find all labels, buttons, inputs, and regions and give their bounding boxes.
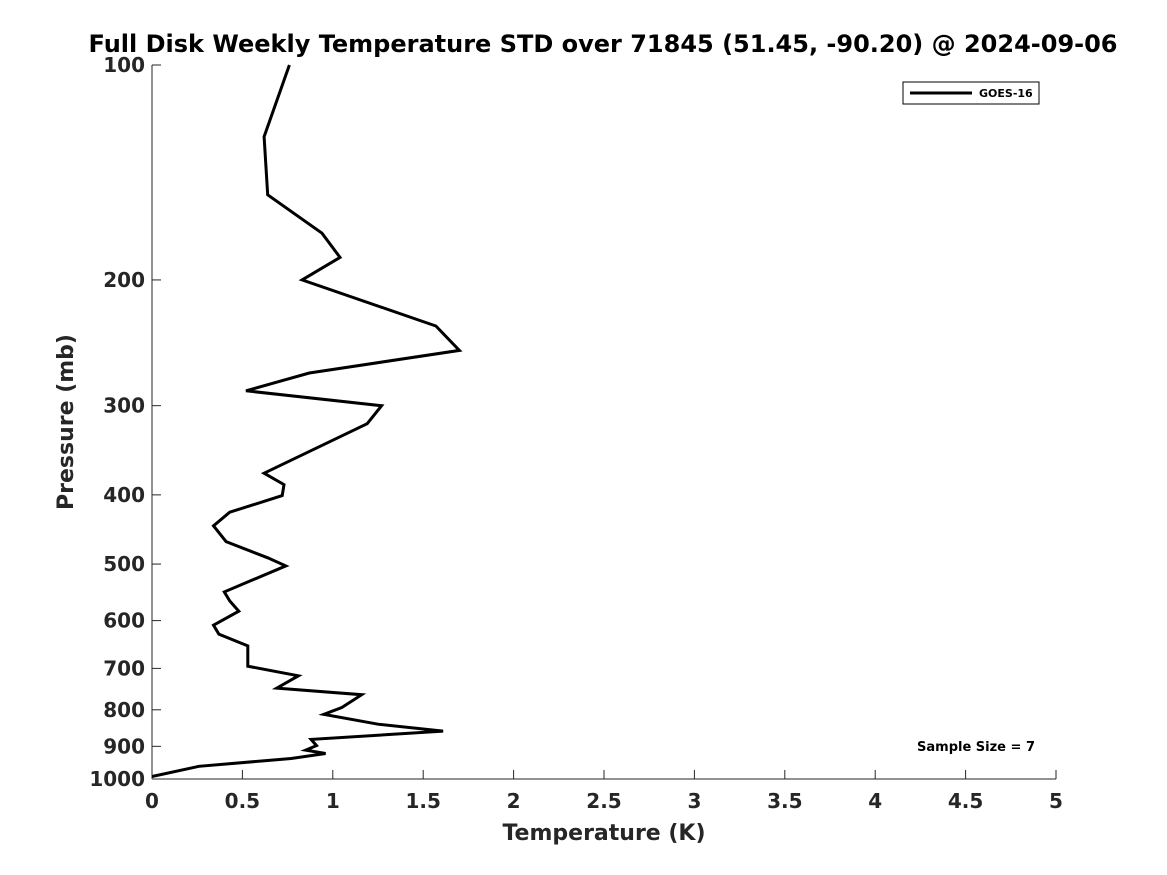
legend-label-goes-16: GOES-16 bbox=[979, 87, 1033, 100]
x-tick-label: 3 bbox=[687, 789, 701, 813]
y-tick-label: 200 bbox=[103, 268, 145, 292]
x-tick-label: 2.5 bbox=[586, 789, 621, 813]
y-tick-label: 700 bbox=[103, 656, 145, 680]
y-tick-label: 900 bbox=[103, 734, 145, 758]
x-tick-label: 3.5 bbox=[767, 789, 802, 813]
y-tick-label: 100 bbox=[103, 53, 145, 77]
x-tick-label: 2 bbox=[507, 789, 521, 813]
series-line-goes-16 bbox=[151, 64, 463, 778]
x-tick-label: 1 bbox=[326, 789, 340, 813]
y-tick-label: 1000 bbox=[89, 767, 145, 791]
chart-title: Full Disk Weekly Temperature STD over 71… bbox=[89, 30, 1118, 58]
sample-size-note: Sample Size = 7 bbox=[917, 740, 1035, 755]
y-tick-label: 500 bbox=[103, 552, 145, 576]
x-tick-label: 1.5 bbox=[405, 789, 440, 813]
y-axis-label: Pressure (mb) bbox=[54, 334, 79, 510]
x-tick-label: 0.5 bbox=[225, 789, 260, 813]
x-tick-label: 0 bbox=[145, 789, 159, 813]
y-tick-label: 600 bbox=[103, 609, 145, 633]
legend: GOES-16 bbox=[902, 81, 1040, 105]
plot-area: 0 0.5 1 1.5 2 2.5 3 3.5 4 4.5 5 100 200 300 400 500 600 7… bbox=[89, 53, 1063, 813]
x-axis-label: Temperature (K) bbox=[502, 821, 705, 846]
y-tick-label: 300 bbox=[103, 394, 145, 418]
y-tick-label: 800 bbox=[103, 698, 145, 722]
x-tick-label: 4.5 bbox=[948, 789, 983, 813]
x-tick-label: 4 bbox=[868, 789, 882, 813]
x-tick-label: 5 bbox=[1049, 789, 1063, 813]
y-tick-label: 400 bbox=[103, 483, 145, 507]
